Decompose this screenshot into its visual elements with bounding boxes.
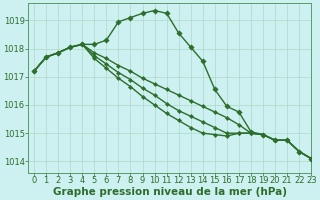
X-axis label: Graphe pression niveau de la mer (hPa): Graphe pression niveau de la mer (hPa): [53, 187, 287, 197]
